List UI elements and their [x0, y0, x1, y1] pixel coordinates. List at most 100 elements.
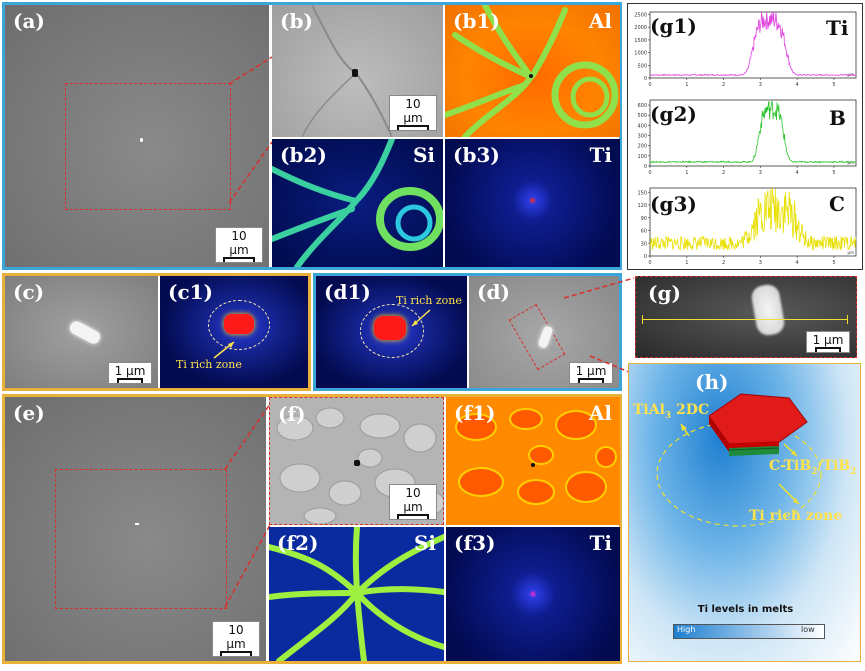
chart-g2-xtick-label: 2 [722, 170, 725, 176]
panel-a-scalebar: 10 μm [215, 227, 263, 263]
panel-d1-label: (d1) [324, 280, 371, 304]
panel-f-label: (f) [278, 402, 306, 426]
chart-g3-element: C [829, 192, 845, 216]
panel-h-label: (h) [695, 370, 729, 394]
panel-e: (e) 10 μm [5, 397, 266, 661]
profiles-frame [627, 3, 863, 270]
panel-c1-zone-ellipse [208, 300, 270, 350]
panel-a-particle [140, 138, 143, 142]
panel-c1-ti-map: (c1) Ti rich zone [160, 276, 308, 388]
chart-g1-xtick-label: 2 [722, 82, 725, 88]
chart-g1-ytick-label: 1000 [634, 51, 647, 57]
panel-f3-ti-map: (f3) Ti [446, 527, 620, 661]
chart-g1-ytick-label: 1500 [634, 38, 647, 44]
panel-b1-label: (b1) [453, 9, 500, 33]
panel-c1-ti-core [224, 314, 254, 334]
chart-g2-xtick-label: 3 [759, 170, 762, 176]
panel-h-zone-label: Ti rich zone [749, 508, 843, 524]
panel-d-scalebar: 1 μm [569, 362, 613, 384]
panel-a-label: (a) [13, 9, 45, 33]
chart-g2-xtick-label: 1 [685, 170, 688, 176]
chart-g3-ytick-label: 0 [644, 254, 647, 260]
panel-b1-al-map: (b1) Al [445, 5, 620, 137]
panel-c1-label: (c1) [168, 280, 214, 304]
panel-d: (d) 1 μm [469, 276, 619, 388]
chart-g3-series-line [649, 187, 857, 251]
chart-g3-xtick-label: 1 [685, 260, 688, 266]
chart-g1-label: (g1) [650, 14, 697, 38]
chart-g1-xtick-label: 4 [796, 82, 799, 88]
panel-b2-element: Si [412, 143, 435, 167]
panel-e-particle [135, 523, 139, 525]
panel-e-scalebar: 10 μm [212, 621, 260, 657]
chart-g1-axes [649, 11, 857, 79]
panel-f3-label: (f3) [454, 531, 496, 555]
zoom-lines-d [563, 277, 635, 375]
panel-c-label: (c) [13, 280, 45, 304]
panel-d1-zone-label: Ti rich zone [396, 294, 462, 307]
chart-g3-xtick-label: 4 [796, 260, 799, 266]
panel-c-particle [67, 319, 103, 346]
chart-g3-xtick-label: 5 [832, 260, 835, 266]
panel-g-scalebar: 1 μm [806, 331, 850, 353]
chart-g2-ytick-label: 100 [637, 154, 647, 160]
chart-g1-xtick-label: 3 [759, 82, 762, 88]
panel-f2-label: (f2) [277, 531, 319, 555]
panel-e-label: (e) [13, 401, 45, 425]
panel-h-legend-title: Ti levels in melts [697, 604, 794, 615]
panel-d-label: (d) [477, 280, 510, 304]
panel-b3-ti-map: (b3) Ti [445, 139, 620, 267]
chart-g1-ytick-label: 500 [637, 63, 647, 69]
panel-b-scalebar: 10 μm [389, 95, 437, 131]
chart-g3-ytick-label: 60 [641, 229, 647, 235]
zoom-lines-a [228, 56, 273, 204]
panel-d1-ti-map: (d1) Ti rich zone [316, 276, 467, 388]
panel-b2-label: (b2) [280, 143, 327, 167]
chart-g1-ytick-label: 2500 [634, 13, 647, 19]
panel-c: (c) 1 μm [5, 276, 158, 388]
chart-g2-xtick-label: 5 [832, 170, 835, 176]
chart-g2-xtick-label: 0 [648, 170, 651, 176]
panel-b2-si-map: (b2) Si [272, 139, 443, 267]
panel-f3-element: Ti [589, 531, 612, 555]
zoom-lines-e [224, 403, 271, 608]
chart-g2-ytick-label: 0 [644, 164, 647, 170]
chart-g1-element: Ti [826, 16, 849, 40]
panel-f2-si-map: (f2) Si [269, 527, 444, 661]
chart-g1-ytick-label: 0 [644, 76, 647, 82]
chart-g3-c-profile: 0 30 60 90 120 150 0 1 2 3 4 5 μm [637, 187, 857, 266]
chart-g3-axes [649, 187, 857, 257]
panel-b: (b) 10 μm [272, 5, 443, 137]
panel-c1-zone-label: Ti rich zone [176, 358, 242, 371]
panel-a-zoom-box [65, 83, 231, 210]
panel-b3-element: Ti [589, 143, 612, 167]
panel-d1-zone-ellipse [360, 304, 424, 358]
d-block-frame [313, 273, 622, 391]
chart-g2-ytick-label: 300 [637, 134, 647, 140]
panel-b1-element: Al [588, 9, 612, 33]
chart-g3-xunit: μm [848, 250, 855, 255]
chart-g2-series-line [649, 100, 857, 164]
chart-g1-ytick-label: 2000 [634, 25, 647, 31]
panel-h-ctib2-label: C-TiB2/TiB2 [769, 458, 857, 477]
top-block-frame [2, 2, 622, 270]
bottom-block-frame [2, 394, 622, 664]
chart-g2-ytick-label: 600 [637, 103, 647, 109]
panel-b3-label: (b3) [453, 143, 500, 167]
panel-e-zoom-box [55, 469, 227, 609]
panel-d-zoom-box [508, 303, 566, 371]
chart-g3-label: (g3) [650, 192, 697, 216]
c-block-frame [2, 273, 311, 391]
panel-b-particle [352, 69, 358, 77]
panel-b-label: (b) [280, 9, 313, 33]
panel-h-legend-low: low [801, 625, 815, 634]
panel-h-legend-bar [673, 624, 825, 639]
chart-g3-xtick-label: 3 [759, 260, 762, 266]
panel-h-schematic: (h) TiAl3 2DC C-TiB2/TiB2 Ti rich zone T… [628, 363, 861, 662]
chart-g2-element: B [829, 106, 846, 130]
chart-g2-ytick-label: 200 [637, 144, 647, 150]
panel-d1-ti-core [374, 316, 406, 340]
panel-f1-al-map: (f1) Al [446, 397, 620, 525]
